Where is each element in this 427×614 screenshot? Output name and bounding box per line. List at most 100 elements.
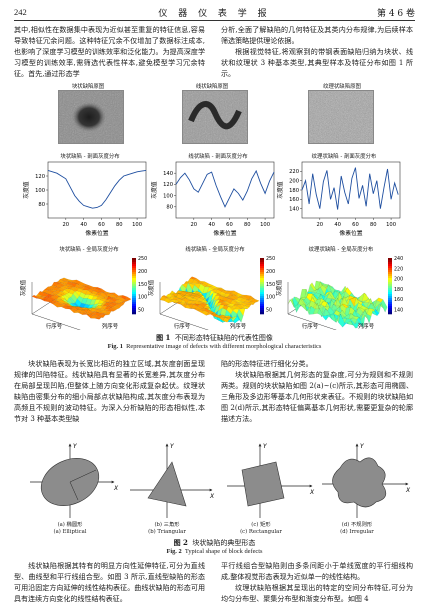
panel-title: 块状缺陷 - 全局灰度分布 [59, 247, 119, 253]
colorbar-tick-label: 160 [394, 297, 403, 303]
y-tick-label: 140 [289, 206, 299, 212]
volume-label: 第 4 6 卷 [376, 9, 415, 19]
x-tick-label: 100 [132, 222, 142, 228]
colorbar-tick-label: 150 [138, 282, 147, 288]
shape-label-a: (a) 椭圆形 (a) Elliptical [35, 522, 105, 536]
block-profile-chart: 20 40 60 80 100 80 100 120 像素位置 灰度值 [22, 161, 147, 237]
colorbar-tick-label: 200 [266, 269, 275, 275]
panel-title: 纹理状缺陷 - 全局灰度分布 [308, 247, 374, 253]
label-cn: (a) 椭圆形 [57, 522, 83, 528]
x-axis-label: X [309, 489, 315, 496]
paragraph: 线状缺陷根据其特有的明显方向性延伸特征,可分为直线型、曲线型和平行线组合型。如图… [14, 561, 205, 603]
x-tick-label: 80 [244, 222, 251, 228]
chart-title: 块状缺陷 - 剖面灰度分布 [60, 154, 120, 160]
shape-label-b: (b) 三角形 (b) Triangular [132, 522, 202, 536]
x-tick-label: 60 [352, 222, 359, 228]
paragraph: 纹理状缺陷根据其呈现出的特定的空间分布特征,可分为均匀分布型、聚集分布型和渐变分… [221, 583, 413, 603]
figure-2-caption-cn: 图 2 块状缺陷的典型形态 [14, 538, 415, 548]
chart-title: 纹理状缺陷 - 剖面灰度分布 [311, 154, 377, 160]
caption-label: 图 2 [173, 538, 188, 547]
y-tick-label: 80 [166, 205, 173, 211]
x-tick-label: 20 [317, 222, 324, 228]
paragraph: 平行线组合型缺陷则由多条间距小于单线宽度的平行细线构成,整体视觉形态表现为近似单… [221, 561, 413, 581]
paragraph: 块状缺陷表现为长宽比相近的独立区域,其灰度剖面呈现规律的凹陷特征。线状缺陷具有显… [14, 359, 205, 423]
colorbar-tick-label: 220 [394, 266, 403, 272]
y-axis-label: 灰度值 [150, 181, 158, 199]
z-axis-label: 灰度值 [20, 279, 27, 296]
col-axis-label: 列序号 [102, 322, 119, 330]
x-tick-label: 60 [98, 222, 105, 228]
y-tick-label: 220 [289, 169, 299, 175]
y-tick-label: 80 [38, 202, 45, 208]
line-defect-image [182, 90, 248, 144]
colorbar-tick-label: 100 [138, 295, 147, 301]
colorbar-tick-label: 250 [266, 256, 275, 262]
journal-title: 仪 器 仪 表 学 报 [158, 9, 271, 19]
line-profile-chart: 20 40 60 80 100 80 100 120 140 像素位置 灰度值 [150, 161, 275, 237]
caption-text: Representative image of defects with dif… [126, 343, 322, 350]
x-axis-label: 像素位置 [85, 229, 108, 237]
x-tick-label: 100 [386, 222, 396, 228]
colorbar-tick-label: 150 [266, 282, 275, 288]
label-en: (d) Irregular [340, 529, 374, 535]
page-number: 242 [14, 7, 27, 17]
x-axis-label: X [405, 487, 411, 494]
line-surface-plot: 行序号 列序号 灰度值 250 200 150 100 50 [148, 256, 275, 330]
caption-label: Fig. 2 [166, 548, 182, 555]
y-axis-label: Y [73, 443, 78, 450]
plot-frame [175, 161, 275, 219]
caption-text: 块状缺陷的典型形态 [192, 539, 256, 547]
series-line [47, 169, 147, 209]
caption-text: 不同形态特征缺陷的代表性图像 [174, 334, 273, 342]
texture-profile-chart: 20 40 60 80 100 140 160 180 200 220 像素位置 灰度值 [276, 161, 401, 237]
x-tick-label: 40 [80, 222, 87, 228]
surface-mesh [159, 276, 260, 324]
left-column-middle: 块状缺陷表现为长宽比相近的独立区域,其灰度剖面呈现规律的凹陷特征。线状缺陷具有显… [14, 358, 205, 424]
colorbar-tick-label: 180 [394, 287, 403, 293]
label-en: (b) Triangular [148, 529, 186, 535]
block-defect-image [58, 90, 124, 144]
paragraph: 根据视觉特征,将观察到的带钢表面缺陷归纳为块状、线状和纹理状 3 种基本类型,其… [221, 47, 413, 78]
shape-label-c: (c) 矩形 (c) Rectangular [226, 522, 296, 536]
colorbar-tick-label: 200 [394, 277, 403, 283]
y-axis-label: 灰度值 [22, 181, 30, 199]
left-column-bottom: 线状缺陷根据其特有的明显方向性延伸特征,可分为直线型、曲线型和平行线组合型。如图… [14, 560, 205, 604]
y-axis-label: 灰度值 [276, 181, 284, 199]
caption-text: Typical shape of block defects [184, 548, 263, 555]
colorbar-tick-label: 250 [138, 256, 147, 262]
irregular-shape-panel: X Y [322, 443, 411, 518]
colorbar-tick-label: 200 [138, 269, 147, 275]
y-tick-label: 120 [163, 182, 173, 188]
figure-1-caption-cn: 图 1 不同形态特征缺陷的代表性图像 [14, 333, 415, 343]
y-tick-label: 160 [289, 197, 299, 203]
x-axis-label: X [113, 485, 119, 492]
y-axis-label: Y [263, 443, 268, 450]
x-tick-label: 40 [208, 222, 215, 228]
right-column-bottom: 平行线组合型缺陷则由多条间距小于单线宽度的平行细线构成,整体视觉形态表现为近似单… [221, 560, 413, 604]
y-axis-label: Y [360, 443, 365, 450]
panel-title: 块状缺陷原图 [71, 84, 105, 90]
y-tick-label: 100 [163, 193, 173, 199]
panel-title: 纹理状缺陷原图 [323, 84, 361, 90]
caption-label: 图 1 [156, 333, 171, 342]
colorbar-tick-label: 140 [394, 308, 403, 314]
y-axis-label: Y [170, 443, 175, 450]
elliptical-shape-panel: X Y [30, 443, 119, 518]
col-axis-label: 列序号 [230, 322, 247, 330]
panel-title: 线状缺陷 - 全局灰度分布 [185, 247, 245, 253]
surface-mesh [31, 277, 132, 320]
plot-frame [47, 161, 147, 219]
figure-2-caption-en: Fig. 2 Typical shape of block defects [14, 548, 415, 555]
x-axis-label: 像素位置 [339, 229, 362, 237]
colorbar: 250 200 150 100 50 [132, 256, 147, 315]
y-tick-label: 100 [35, 188, 45, 194]
left-column-top: 其中,相似性在数据集中表现为近似甚至重复的特征信息,容易导致特征冗余问题。这种特… [14, 24, 205, 79]
x-tick-label: 60 [226, 222, 233, 228]
panel-title: 线状缺陷原图 [195, 84, 229, 90]
label-cn: (c) 矩形 [251, 522, 271, 528]
colorbar: 250 200 150 100 50 [260, 256, 275, 315]
rectangular-shape-panel: X Y [227, 443, 315, 518]
shape-label-d: (d) 不规则形 (d) Irregular [322, 522, 392, 536]
paragraph: 其中,相似性在数据集中表现为近似甚至重复的特征信息,容易导致特征冗余问题。这种特… [14, 25, 205, 78]
figure-1-caption-en: Fig. 1 Representative image of defects w… [14, 343, 415, 350]
